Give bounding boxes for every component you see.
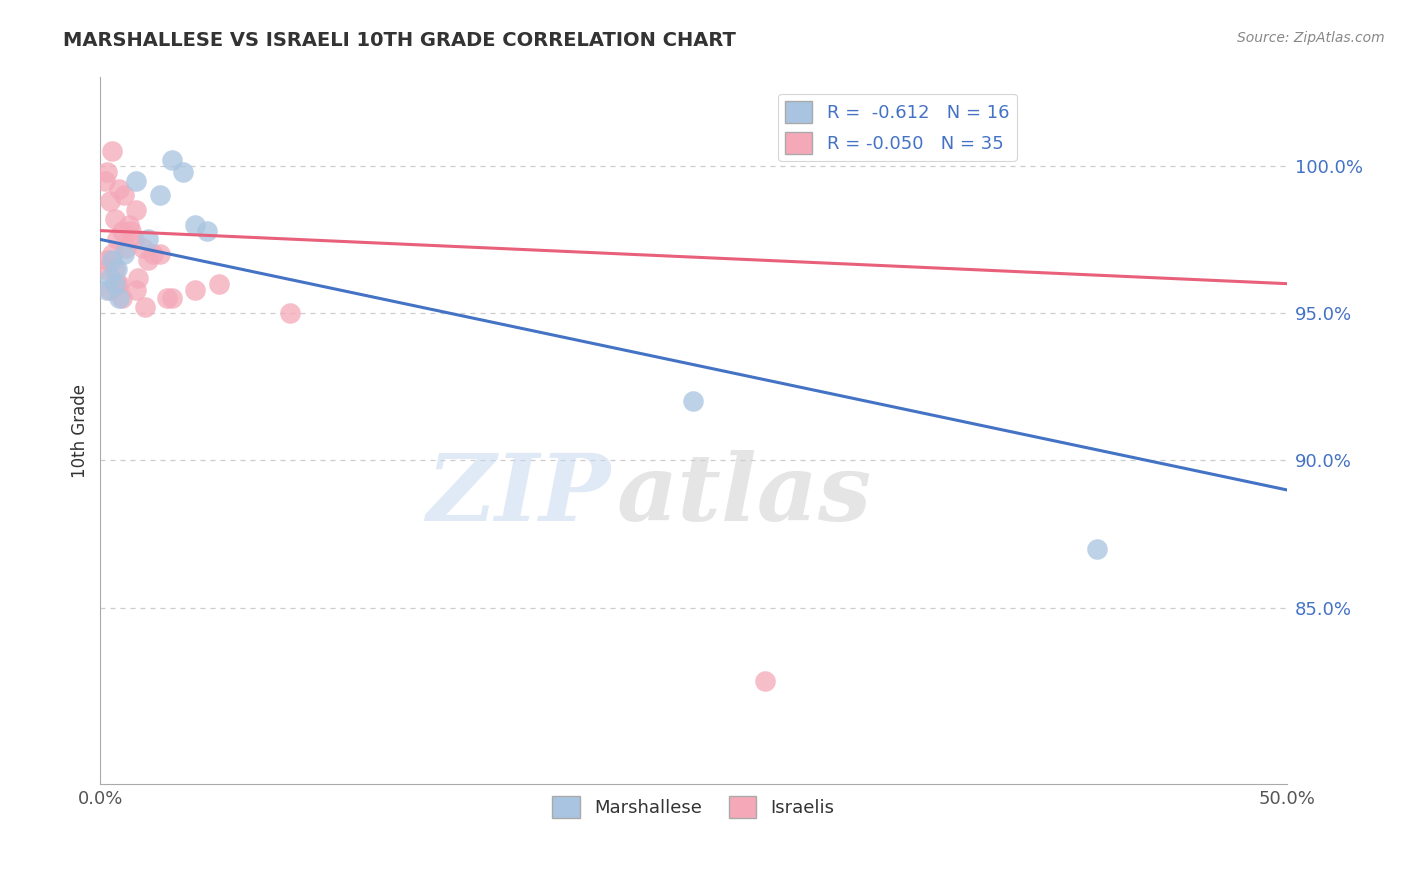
Point bbox=[134, 300, 156, 314]
Point bbox=[112, 188, 135, 202]
Point bbox=[125, 202, 148, 217]
Point bbox=[101, 253, 124, 268]
Point bbox=[136, 232, 159, 246]
Point bbox=[149, 247, 172, 261]
Point bbox=[120, 224, 142, 238]
Point bbox=[98, 270, 121, 285]
Point bbox=[105, 277, 128, 291]
Point bbox=[96, 164, 118, 178]
Point bbox=[108, 182, 131, 196]
Point bbox=[682, 394, 704, 409]
Text: Source: ZipAtlas.com: Source: ZipAtlas.com bbox=[1237, 31, 1385, 45]
Point bbox=[125, 283, 148, 297]
Point bbox=[103, 277, 125, 291]
Point bbox=[184, 283, 207, 297]
Point bbox=[754, 674, 776, 689]
Point bbox=[108, 292, 131, 306]
Point bbox=[105, 261, 128, 276]
Point bbox=[103, 261, 125, 276]
Text: atlas: atlas bbox=[616, 450, 872, 540]
Text: ZIP: ZIP bbox=[426, 450, 610, 540]
Point bbox=[101, 144, 124, 158]
Point bbox=[112, 247, 135, 261]
Point bbox=[111, 292, 134, 306]
Point bbox=[98, 283, 121, 297]
Point bbox=[141, 247, 163, 261]
Point bbox=[103, 211, 125, 226]
Legend: Marshallese, Israelis: Marshallese, Israelis bbox=[546, 789, 842, 825]
Point bbox=[172, 164, 194, 178]
Point bbox=[122, 232, 145, 246]
Point bbox=[108, 277, 131, 291]
Point bbox=[136, 253, 159, 268]
Point bbox=[98, 194, 121, 209]
Point bbox=[149, 188, 172, 202]
Point bbox=[105, 232, 128, 246]
Y-axis label: 10th Grade: 10th Grade bbox=[72, 384, 89, 478]
Point bbox=[94, 261, 117, 276]
Point bbox=[184, 218, 207, 232]
Point bbox=[118, 218, 141, 232]
Point bbox=[132, 241, 155, 255]
Point bbox=[115, 241, 138, 255]
Point bbox=[195, 224, 218, 238]
Point bbox=[156, 292, 179, 306]
Point bbox=[111, 224, 134, 238]
Point bbox=[96, 283, 118, 297]
Point bbox=[94, 173, 117, 187]
Point bbox=[160, 292, 183, 306]
Point bbox=[96, 253, 118, 268]
Point bbox=[127, 270, 149, 285]
Point bbox=[101, 247, 124, 261]
Point bbox=[125, 173, 148, 187]
Point bbox=[278, 306, 301, 320]
Point bbox=[1085, 541, 1108, 556]
Point bbox=[208, 277, 231, 291]
Point bbox=[160, 153, 183, 167]
Text: MARSHALLESE VS ISRAELI 10TH GRADE CORRELATION CHART: MARSHALLESE VS ISRAELI 10TH GRADE CORREL… bbox=[63, 31, 737, 50]
